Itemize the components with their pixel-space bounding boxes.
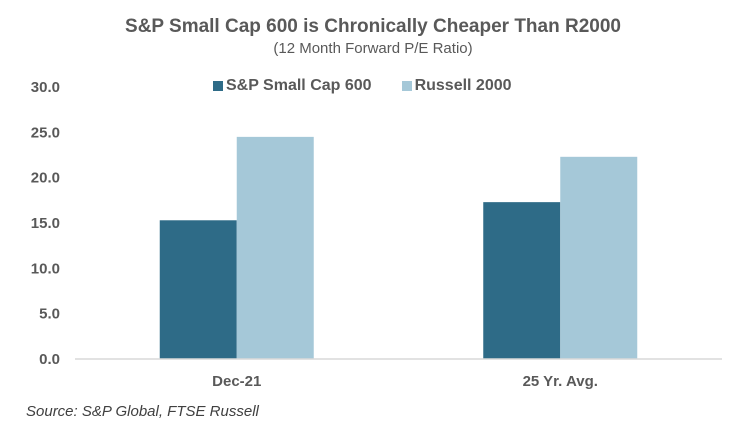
legend-swatch-sp600	[213, 81, 223, 91]
chart-subtitle: (12 Month Forward P/E Ratio)	[273, 40, 473, 57]
y-tick-label: 20.0	[31, 170, 60, 187]
y-tick-label: 5.0	[39, 306, 60, 323]
x-axis: Dec-21 25 Yr. Avg.	[212, 373, 598, 390]
x-tick-label: Dec-21	[212, 373, 261, 390]
legend: S&P Small Cap 600 Russell 2000	[213, 77, 542, 95]
legend-item-sp600: S&P Small Cap 600	[213, 77, 372, 95]
y-tick-label: 10.0	[31, 260, 60, 277]
y-axis: 0.0 5.0 10.0 15.0 20.0 25.0 30.0	[31, 79, 60, 368]
bar-r2000-0	[236, 136, 314, 359]
y-tick-label: 0.0	[39, 351, 60, 368]
x-tick-label: 25 Yr. Avg.	[523, 373, 598, 390]
legend-item-r2000: Russell 2000	[401, 77, 512, 95]
y-tick-label: 30.0	[31, 79, 60, 96]
bar-r2000-1	[560, 156, 638, 359]
chart-title: S&P Small Cap 600 is Chronically Cheaper…	[125, 16, 621, 37]
y-tick-label: 25.0	[31, 124, 60, 141]
source-note: Source: S&P Global, FTSE Russell	[26, 403, 259, 420]
legend-label-r2000: Russell 2000	[414, 77, 512, 94]
legend-label-sp600: S&P Small Cap 600	[226, 77, 372, 94]
legend-swatch-r2000	[401, 81, 412, 91]
bar-sp600-1	[483, 202, 561, 359]
bars	[159, 136, 638, 359]
y-tick-label: 15.0	[31, 215, 60, 232]
bar-sp600-0	[159, 220, 237, 359]
